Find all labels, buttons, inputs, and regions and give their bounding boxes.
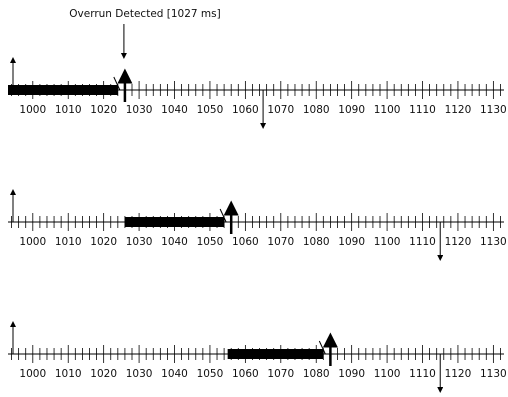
tick-label: 1080 [303, 368, 330, 380]
tick-label: 1070 [267, 104, 294, 116]
tick-label: 1040 [161, 368, 188, 380]
tick-label: 1030 [126, 368, 153, 380]
tick-label: 1100 [374, 368, 401, 380]
overrun-annotation-label: Overrun Detected [1027 ms] [69, 8, 220, 20]
execution-bar [227, 349, 324, 359]
timeline-row-3: 1000 1010 1020 1030 1040 1050 1060 1070 1080 1090… [8, 321, 507, 393]
execution-bar [124, 217, 225, 227]
tick-label: 1100 [374, 104, 401, 116]
tick-label: 1130 [480, 104, 507, 116]
tick-label: 1050 [197, 368, 224, 380]
completion-slash [318, 340, 326, 355]
execution-bar [8, 85, 118, 95]
tick-label: 1010 [55, 368, 82, 380]
tick-label: 1120 [445, 104, 472, 116]
tick-label: 1080 [303, 236, 330, 248]
tick-label: 1110 [409, 104, 436, 116]
tick-label: 1000 [19, 104, 46, 116]
tick-label: 1110 [409, 368, 436, 380]
tick-label: 1060 [232, 368, 259, 380]
tick-label: 1040 [161, 236, 188, 248]
tick-label: 1070 [267, 236, 294, 248]
tick-label: 1110 [409, 236, 436, 248]
tick-label: 1000 [19, 236, 46, 248]
tick-label: 1090 [338, 104, 365, 116]
tick-label: 1050 [197, 104, 224, 116]
tick-label: 1060 [232, 104, 259, 116]
tick-label: 1080 [303, 104, 330, 116]
tick-label: 1050 [197, 236, 224, 248]
tick-label: 1070 [267, 368, 294, 380]
tick-label: 1120 [445, 236, 472, 248]
tick-label: 1030 [126, 104, 153, 116]
tick-label: 1020 [90, 368, 117, 380]
tick-label: 1000 [19, 368, 46, 380]
tick-label: 1130 [480, 236, 507, 248]
tick-label: 1040 [161, 104, 188, 116]
tick-label: 1020 [90, 236, 117, 248]
completion-slash [219, 208, 227, 223]
timeline-row-2: 1000 1010 1020 1030 1040 1050 1060 1070 1080 1090… [8, 189, 507, 261]
tick-label: 1060 [232, 236, 259, 248]
tick-label: 1090 [338, 236, 365, 248]
tick-label: 1090 [338, 368, 365, 380]
tick-label: 1020 [90, 104, 117, 116]
timeline-row-1: 1000 1010 1020 1030 1040 1050 1060 1070 1080 1090… [8, 24, 507, 129]
tick-label: 1010 [55, 236, 82, 248]
tick-label: 1120 [445, 368, 472, 380]
tick-label: 1100 [374, 236, 401, 248]
tick-label: 1010 [55, 104, 82, 116]
tick-label: 1130 [480, 368, 507, 380]
tick-label: 1030 [126, 236, 153, 248]
completion-slash [113, 76, 121, 91]
